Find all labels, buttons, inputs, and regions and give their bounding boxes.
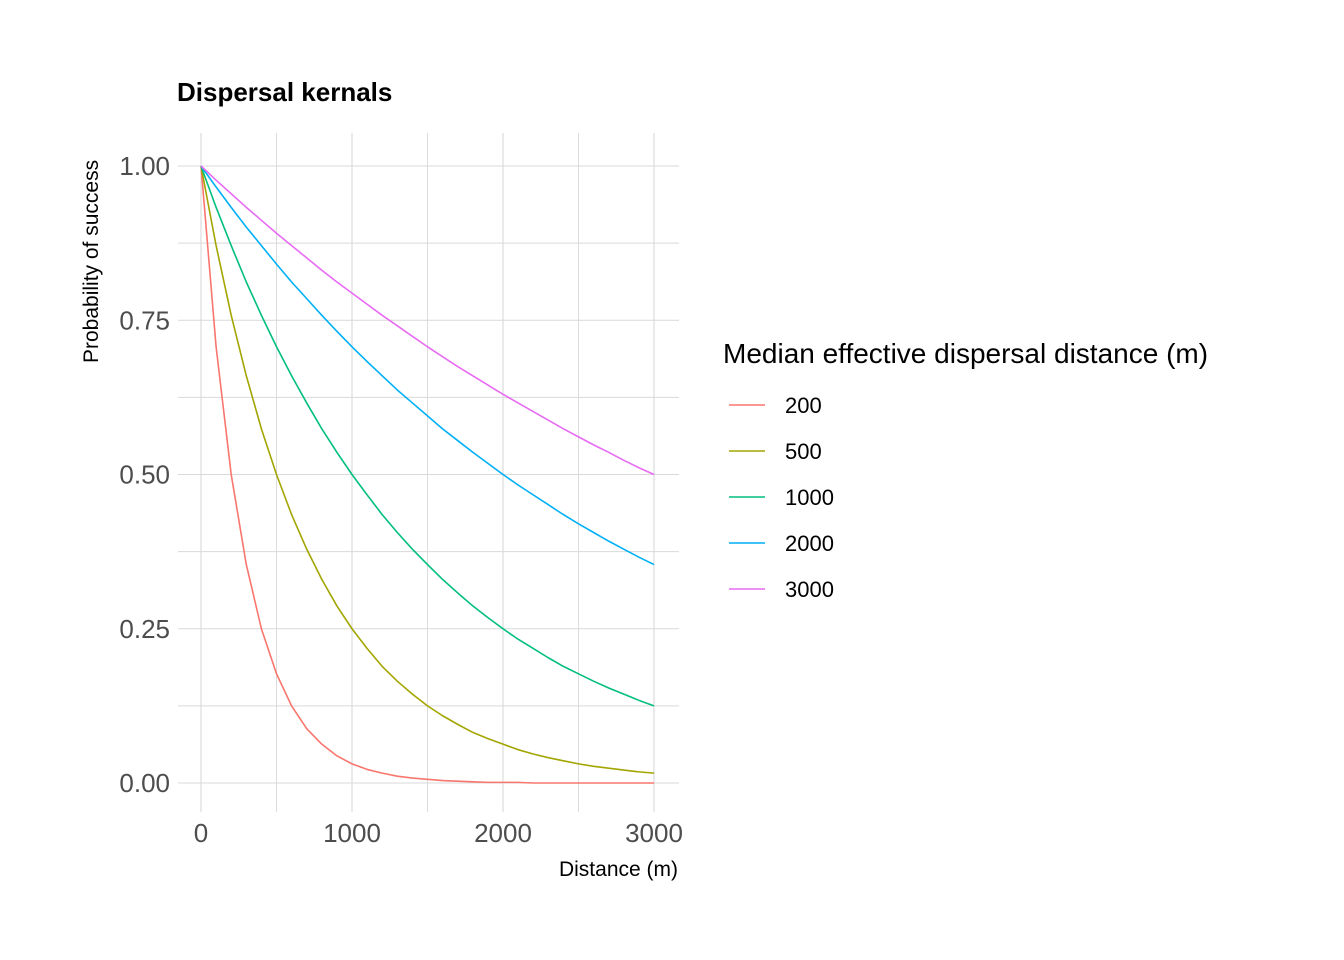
legend-label-1000: 1000	[785, 485, 834, 510]
y-tick-label: 0.75	[119, 305, 170, 335]
series-line-200	[200, 165, 654, 784]
y-axis-label: Probability of success	[80, 160, 103, 363]
x-tick-label: 1000	[323, 818, 381, 848]
x-tick-label: 2000	[474, 818, 532, 848]
legend-label-3000: 3000	[785, 577, 834, 602]
legend: Median effective dispersal distance (m) …	[723, 338, 1208, 602]
series-line-1000	[200, 165, 655, 707]
x-axis-label: Distance (m)	[559, 858, 678, 881]
x-tick-label: 0	[194, 818, 208, 848]
legend-items: 200 500 1000 2000 3000	[729, 393, 834, 602]
x-tick-labels: 0 1000 2000 3000	[194, 818, 683, 848]
legend-title: Median effective dispersal distance (m)	[723, 338, 1208, 369]
series-line-3000	[200, 165, 655, 476]
legend-label-2000: 2000	[785, 531, 834, 556]
y-tick-labels: 0.00 0.25 0.50 0.75 1.00	[119, 151, 170, 798]
y-tick-label: 0.25	[119, 614, 170, 644]
series-line-2000	[200, 165, 655, 566]
chart-title: Dispersal kernals	[177, 77, 392, 107]
y-tick-label: 0.00	[119, 768, 170, 798]
y-tick-label: 1.00	[119, 151, 170, 181]
grid	[178, 133, 679, 812]
legend-label-200: 200	[785, 393, 822, 418]
y-tick-label: 0.50	[119, 460, 170, 490]
x-tick-label: 3000	[625, 818, 683, 848]
series-lines	[200, 165, 655, 784]
legend-label-500: 500	[785, 439, 822, 464]
series-line-500	[200, 165, 655, 774]
